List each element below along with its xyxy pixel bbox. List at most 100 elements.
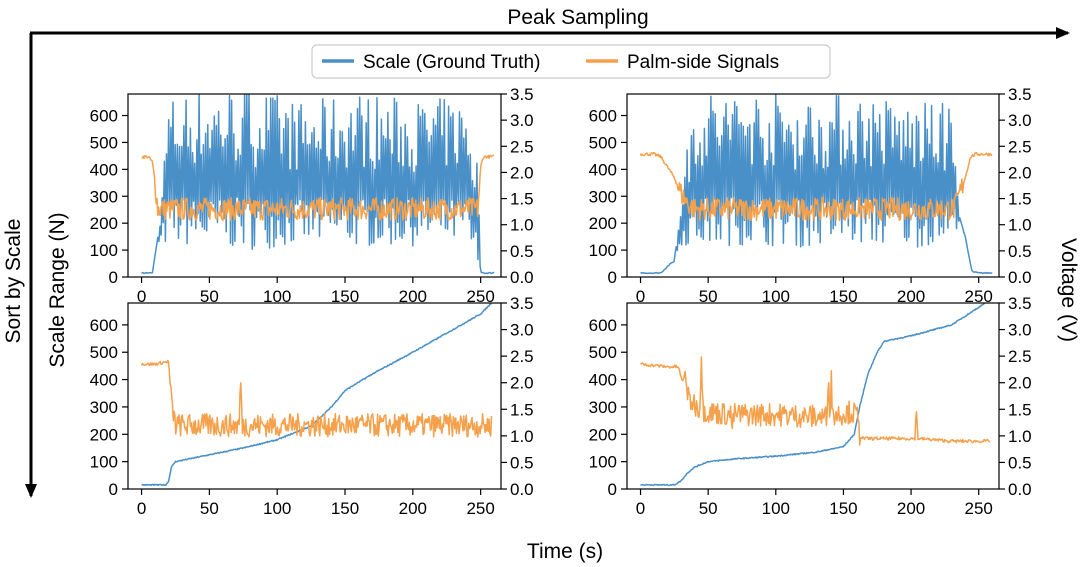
series-line-signal (639, 151, 993, 222)
series-line-signal (141, 154, 494, 222)
y-tick-label-left: 100 (90, 453, 118, 472)
y-tick-label-right: 3.0 (1008, 111, 1032, 130)
y-tick-label-left: 100 (90, 241, 118, 260)
y-tick-label-left: 500 (90, 133, 118, 152)
y-axis-label-left: Scale Range (N) (46, 212, 69, 367)
x-tick-label: 200 (897, 287, 925, 306)
plot-area: 0 50 100 150 200 250 0 100 200 300 400 500 600 0.0 0.5… (589, 294, 1032, 518)
y-tick-label-right: 0.0 (1008, 268, 1032, 287)
y-tick-label-left: 300 (90, 398, 118, 417)
y-tick-label-right: 2.0 (1008, 374, 1032, 393)
y-tick-label-left: 0 (109, 268, 118, 287)
y-tick-label-right: 2.5 (1008, 347, 1032, 366)
y-tick-label-right: 2.5 (1008, 137, 1032, 156)
y-tick-label-left: 400 (589, 160, 617, 179)
legend-frame (311, 44, 831, 79)
y-tick-label-left: 200 (90, 214, 118, 233)
y-tick-label-right: 0.5 (510, 453, 534, 472)
y-tick-label-left: 200 (90, 425, 118, 444)
series-line-scale (640, 94, 993, 275)
x-tick-label: 0 (636, 499, 645, 518)
x-tick-label: 150 (331, 499, 359, 518)
series-line-scale (640, 303, 987, 487)
plot-frame (626, 93, 1000, 278)
y-tick-label-right: 0.5 (510, 242, 534, 261)
y-tick-label-right: 1.5 (1008, 190, 1032, 209)
y-tick-label-right: 0.0 (1008, 480, 1032, 499)
x-axis-label: Time (s) (527, 540, 603, 563)
y-tick-label-left: 0 (608, 480, 617, 499)
x-tick-label: 200 (399, 499, 427, 518)
plot-frame (127, 93, 502, 278)
x-tick-label: 50 (699, 287, 718, 306)
y-tick-label-left: 0 (109, 480, 118, 499)
x-tick-label: 250 (466, 499, 494, 518)
x-tick-label: 150 (331, 287, 359, 306)
y-tick-label-right: 1.0 (510, 427, 534, 446)
series-line-signal (640, 356, 991, 446)
plot-frame (127, 302, 502, 490)
x-tick-label: 0 (636, 287, 645, 306)
series-line-scale (141, 94, 495, 275)
y-tick-label-left: 200 (589, 214, 617, 233)
y-tick-label-right: 0.0 (510, 480, 534, 499)
y-tick-label-right: 3.5 (510, 85, 534, 104)
y-tick-label-left: 600 (589, 107, 617, 126)
y-tick-label-left: 500 (589, 343, 617, 362)
x-tick-label: 100 (263, 287, 291, 306)
x-tick-label: 250 (965, 287, 993, 306)
x-tick-label: 200 (897, 499, 925, 518)
left-arrow-label: Sort by Scale (2, 219, 25, 344)
y-tick-label-right: 3.0 (510, 321, 534, 340)
panel-bottom-left: 0 50 100 150 200 250 0 100 200 300 400 500 600 0.0 0.5… (90, 294, 534, 518)
y-tick-label-left: 600 (90, 316, 118, 335)
panel-top-left: 0 50 100 150 200 250 0 100 200 300 400 500 600 0.0 0.5… (90, 85, 534, 306)
x-tick-label: 200 (399, 287, 427, 306)
x-tick-label: 100 (263, 499, 291, 518)
top-arrow-label: Peak Sampling (507, 6, 648, 29)
y-tick-label-right: 1.5 (510, 190, 534, 209)
y-tick-label-right: 3.0 (1008, 321, 1032, 340)
y-tick-label-right: 2.5 (510, 347, 534, 366)
legend: Scale (Ground Truth) Palm-side Signals (311, 44, 831, 79)
x-tick-label: 150 (829, 499, 857, 518)
y-tick-label-right: 3.0 (510, 111, 534, 130)
series-line-scale (141, 303, 492, 487)
y-tick-label-right: 3.5 (1008, 294, 1032, 313)
y-tick-label-right: 2.5 (510, 137, 534, 156)
plot-area: 0 50 100 150 200 250 0 100 200 300 400 500 600 0.0 0.5… (90, 294, 534, 518)
legend-label-scale: Scale (Ground Truth) (363, 52, 540, 73)
x-tick-label: 100 (762, 287, 790, 306)
y-tick-label-left: 0 (608, 268, 617, 287)
y-tick-label-left: 200 (589, 425, 617, 444)
y-tick-label-left: 500 (589, 133, 617, 152)
y-tick-label-left: 300 (589, 398, 617, 417)
x-tick-label: 250 (965, 499, 993, 518)
y-tick-label-left: 600 (90, 107, 118, 126)
y-axis-label-right: Voltage (V) (1057, 238, 1080, 342)
y-tick-label-left: 400 (90, 371, 118, 390)
y-tick-label-right: 1.0 (1008, 427, 1032, 446)
y-tick-label-left: 300 (589, 187, 617, 206)
plot-area: 0 50 100 150 200 250 0 100 200 300 400 500 600 0.0 0.5… (90, 85, 534, 306)
plot-frame (626, 302, 1000, 490)
y-tick-label-right: 0.0 (510, 268, 534, 287)
y-tick-label-left: 400 (90, 160, 118, 179)
y-tick-label-left: 300 (90, 187, 118, 206)
legend-label-signal: Palm-side Signals (627, 52, 779, 73)
y-tick-label-right: 2.0 (1008, 163, 1032, 182)
x-tick-label: 50 (200, 287, 219, 306)
y-tick-label-left: 400 (589, 371, 617, 390)
x-tick-label: 50 (200, 499, 219, 518)
series-line-signal (140, 359, 493, 438)
y-tick-label-right: 3.5 (1008, 85, 1032, 104)
x-tick-label: 0 (137, 287, 146, 306)
y-tick-label-left: 100 (589, 453, 617, 472)
y-tick-label-left: 500 (90, 343, 118, 362)
y-tick-label-right: 0.5 (1008, 242, 1032, 261)
y-tick-label-right: 1.0 (1008, 216, 1032, 235)
y-tick-label-left: 100 (589, 241, 617, 260)
x-tick-label: 250 (466, 287, 494, 306)
x-tick-label: 0 (137, 499, 146, 518)
